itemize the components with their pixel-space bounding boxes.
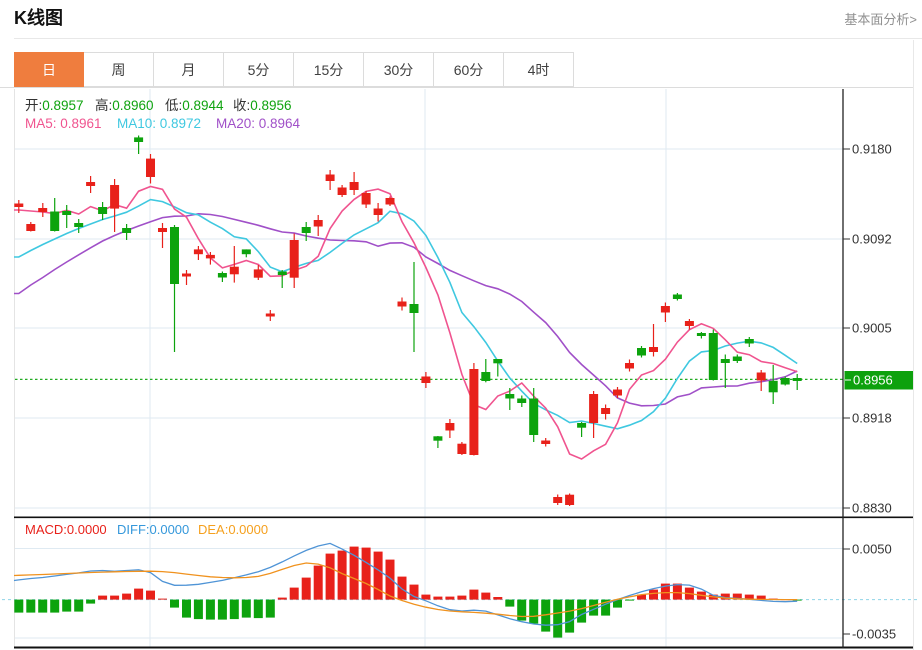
svg-text:0.9180: 0.9180: [852, 142, 892, 157]
svg-text:0.8830: 0.8830: [852, 501, 892, 516]
svg-text:0.9005: 0.9005: [852, 321, 892, 336]
svg-text:0.9092: 0.9092: [852, 232, 892, 247]
svg-text:0.8956: 0.8956: [853, 373, 893, 388]
svg-text:-0.0035: -0.0035: [852, 627, 896, 642]
svg-text:0.0050: 0.0050: [852, 542, 892, 557]
svg-text:0.8918: 0.8918: [852, 411, 892, 426]
